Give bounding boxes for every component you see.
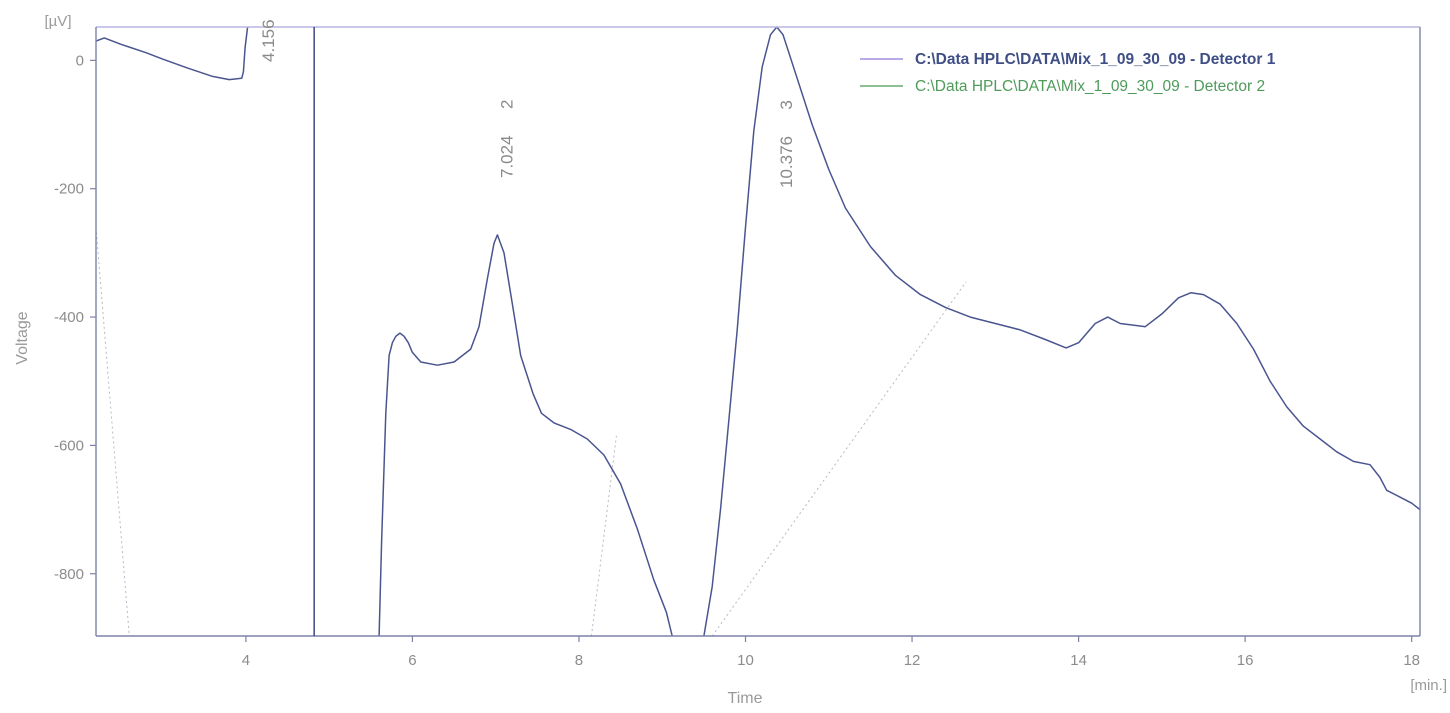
x-tick-label: 10 bbox=[737, 652, 754, 669]
x-tick-label: 6 bbox=[408, 652, 416, 669]
y-axis-title: Voltage bbox=[14, 311, 31, 364]
peak-retention-time: 4.156 bbox=[259, 19, 278, 62]
x-tick-label: 4 bbox=[242, 652, 250, 669]
peak-label: 4.1561 bbox=[259, 19, 278, 62]
peak-number: 3 bbox=[777, 100, 796, 109]
legend-entry: C:\Data HPLC\DATA\Mix_1_09_30_09 - Detec… bbox=[915, 78, 1265, 95]
peak-label: 10.376 3 bbox=[777, 100, 796, 188]
integration-baseline bbox=[95, 227, 130, 637]
peak-retention-time: 7.024 bbox=[498, 135, 517, 178]
y-tick-label: -200 bbox=[54, 181, 84, 198]
legend-entry: C:\Data HPLC\DATA\Mix_1_09_30_09 - Detec… bbox=[915, 51, 1276, 68]
peak-number: 2 bbox=[498, 100, 517, 109]
y-tick-label: -400 bbox=[54, 309, 84, 326]
y-tick-label: -600 bbox=[54, 437, 84, 454]
x-tick-label: 18 bbox=[1403, 652, 1420, 669]
integration-baseline bbox=[590, 435, 617, 637]
x-tick-label: 16 bbox=[1237, 652, 1254, 669]
y-axis-unit: [µV] bbox=[45, 13, 72, 30]
y-tick-label: 0 bbox=[76, 52, 84, 69]
peak-retention-time: 10.376 bbox=[777, 136, 796, 188]
integration-baseline bbox=[711, 281, 967, 637]
detector-1-signal-line bbox=[95, 26, 249, 81]
x-tick-label: 14 bbox=[1070, 652, 1087, 669]
peak-label: 7.024 2 bbox=[498, 100, 517, 178]
y-tick-label: -800 bbox=[54, 566, 84, 583]
x-axis-unit: [min.] bbox=[1410, 677, 1447, 694]
x-tick-label: 8 bbox=[575, 652, 583, 669]
detector-1-signal-line bbox=[378, 234, 673, 637]
x-axis-title: Time bbox=[728, 690, 763, 707]
x-tick-label: 12 bbox=[904, 652, 921, 669]
detector-1-signal-line bbox=[703, 26, 1421, 637]
